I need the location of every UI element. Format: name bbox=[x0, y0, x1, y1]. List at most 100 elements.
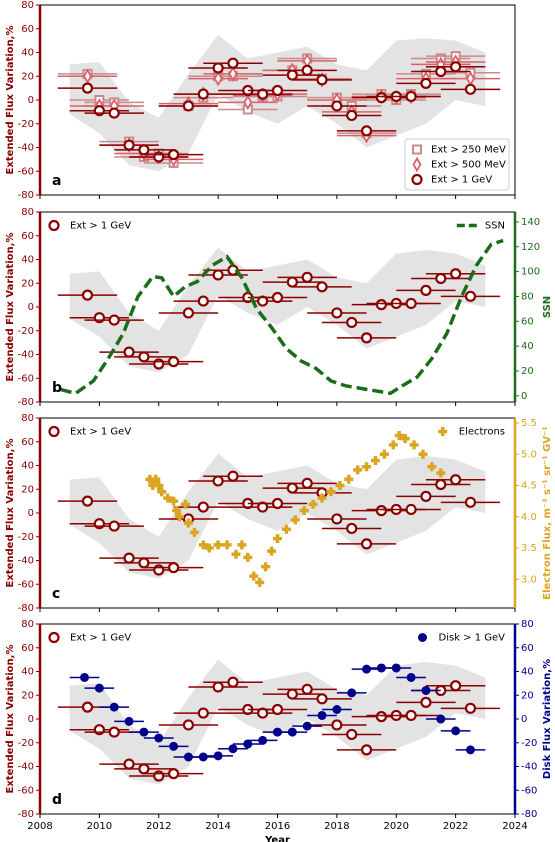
marker bbox=[108, 314, 120, 326]
marker bbox=[436, 714, 446, 724]
marker bbox=[249, 571, 259, 581]
y2-tick-label: 5.0 bbox=[521, 449, 537, 460]
legend-swatch bbox=[48, 219, 60, 232]
marker bbox=[81, 701, 94, 713]
marker bbox=[212, 475, 224, 487]
marker bbox=[231, 549, 241, 559]
marker bbox=[308, 499, 318, 509]
legend-label: SSN bbox=[485, 221, 505, 232]
y2-tick-label: 80 bbox=[521, 291, 534, 302]
marker bbox=[182, 100, 195, 112]
marker bbox=[435, 65, 447, 78]
marker bbox=[108, 107, 120, 119]
marker bbox=[301, 271, 313, 283]
marker bbox=[108, 726, 120, 738]
y-tick-label: -80 bbox=[18, 603, 34, 614]
marker bbox=[286, 688, 298, 700]
y2-tick-label: 0 bbox=[521, 714, 527, 725]
marker bbox=[197, 88, 209, 100]
y-tick-label: 20 bbox=[21, 484, 34, 495]
marker bbox=[421, 686, 431, 695]
legend-label: Disk > 1 GeV bbox=[439, 633, 506, 644]
x-tick-label: 2008 bbox=[27, 821, 52, 832]
marker bbox=[335, 481, 345, 490]
x-tick-label: 2010 bbox=[87, 821, 112, 832]
marker bbox=[108, 520, 120, 532]
marker bbox=[360, 332, 373, 344]
marker bbox=[197, 501, 209, 513]
marker bbox=[93, 518, 105, 530]
marker bbox=[346, 728, 358, 741]
marker bbox=[405, 503, 417, 516]
marker bbox=[436, 468, 446, 478]
marker bbox=[375, 711, 388, 723]
marker bbox=[420, 284, 432, 296]
marker bbox=[227, 470, 239, 482]
y2-tick-label: -60 bbox=[521, 785, 537, 796]
marker bbox=[123, 139, 135, 151]
y-tick-label: 80 bbox=[21, 619, 34, 630]
marker bbox=[257, 707, 269, 719]
marker bbox=[153, 151, 165, 163]
marker bbox=[346, 109, 358, 122]
marker bbox=[301, 64, 313, 76]
panel-label: d bbox=[52, 792, 62, 808]
marker bbox=[257, 295, 269, 307]
marker bbox=[212, 62, 224, 74]
y2-tick-label: 3.5 bbox=[521, 543, 537, 554]
y2-tick-label: 60 bbox=[521, 316, 534, 327]
marker bbox=[213, 70, 223, 87]
marker bbox=[370, 456, 380, 465]
marker bbox=[394, 431, 404, 440]
y-tick-label: -80 bbox=[18, 190, 34, 201]
x-axis-label: Year bbox=[264, 835, 290, 842]
marker bbox=[138, 763, 150, 775]
legend-label: Ext > 1 GeV bbox=[431, 175, 492, 186]
x-tick-label: 2014 bbox=[205, 821, 230, 832]
y2-axis-label: Electron Flux, m⁻² s⁻¹ sr⁻¹ GV⁻¹ bbox=[542, 426, 553, 600]
marker bbox=[180, 499, 190, 509]
marker bbox=[172, 506, 182, 515]
marker bbox=[227, 676, 239, 688]
marker bbox=[286, 69, 298, 81]
marker bbox=[290, 515, 300, 525]
marker bbox=[82, 68, 93, 85]
y-tick-label: -60 bbox=[18, 785, 34, 796]
marker bbox=[391, 663, 401, 673]
y-tick-label: 0 bbox=[28, 95, 34, 106]
marker bbox=[93, 724, 105, 736]
marker bbox=[94, 683, 104, 693]
y2-tick-label: -20 bbox=[521, 738, 537, 749]
marker bbox=[316, 281, 328, 293]
plot-area bbox=[57, 238, 504, 396]
marker bbox=[406, 672, 416, 682]
panel-label: b bbox=[52, 380, 62, 396]
y2-tick-label: 40 bbox=[521, 667, 534, 678]
marker bbox=[346, 316, 358, 329]
marker bbox=[317, 493, 327, 503]
marker bbox=[427, 462, 437, 472]
marker bbox=[169, 741, 179, 751]
marker bbox=[197, 295, 209, 307]
marker bbox=[360, 538, 373, 550]
legend-swatch bbox=[438, 427, 448, 436]
marker bbox=[154, 481, 164, 490]
y2-tick-label: 40 bbox=[521, 341, 534, 352]
y-tick-label: 20 bbox=[21, 690, 34, 701]
marker bbox=[362, 664, 372, 674]
y-tick-label: -40 bbox=[18, 143, 34, 154]
marker bbox=[347, 688, 357, 698]
marker bbox=[405, 90, 417, 103]
marker bbox=[273, 534, 282, 544]
x-tick-label: 2020 bbox=[384, 821, 409, 832]
marker bbox=[464, 290, 477, 302]
marker bbox=[450, 474, 462, 486]
y-tick-label: 60 bbox=[21, 231, 34, 242]
marker bbox=[420, 490, 432, 502]
marker bbox=[405, 297, 417, 310]
marker bbox=[301, 683, 313, 695]
marker bbox=[227, 57, 239, 69]
marker bbox=[123, 758, 135, 770]
marker bbox=[124, 716, 134, 726]
legend-label: Ext > 500 MeV bbox=[431, 160, 506, 171]
